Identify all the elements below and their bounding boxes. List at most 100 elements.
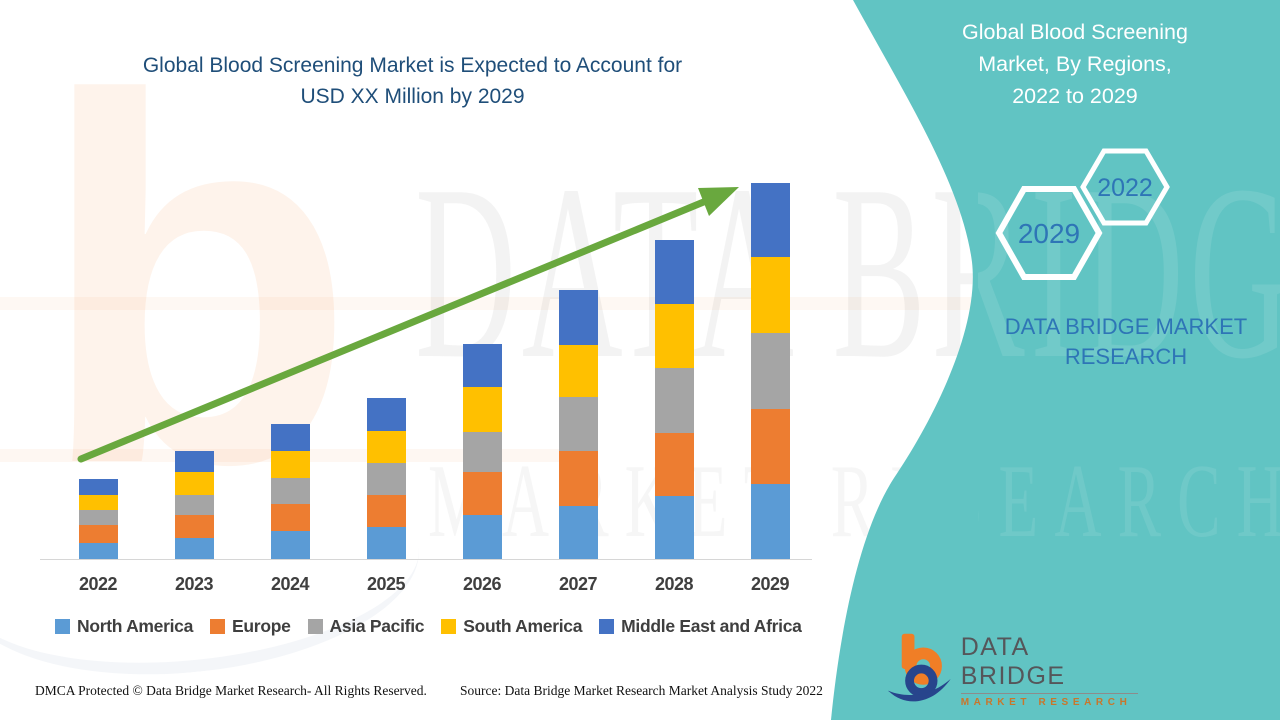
legend-item: Europe	[210, 616, 291, 637]
bar-segment-north-america	[750, 484, 790, 559]
company-logo: DATA BRIDGE MARKET RESEARCH	[888, 630, 1138, 710]
bar-segment-europe	[654, 433, 694, 496]
x-axis-label: 2027	[558, 574, 598, 594]
bar-segment-middle-east-and-africa	[654, 240, 694, 304]
legend-swatch	[441, 619, 457, 634]
bar-2026	[462, 344, 502, 559]
bar-segment-north-america	[366, 527, 406, 559]
bar-segment-north-america	[174, 538, 214, 559]
hexagon-2022-label: 2022	[1097, 174, 1153, 202]
legend-item: North America	[55, 616, 193, 637]
logo-divider	[960, 692, 1138, 694]
x-axis-label: 2022	[78, 574, 118, 594]
bar-segment-north-america	[558, 506, 598, 559]
x-axis-line	[40, 559, 812, 560]
bar-segment-middle-east-and-africa	[270, 424, 310, 451]
legend-item: Middle East and Africa	[599, 616, 802, 637]
bar-segment-asia-pacific	[750, 333, 790, 409]
bar-segment-asia-pacific	[174, 495, 214, 515]
bar-segment-asia-pacific	[558, 397, 598, 451]
chart-title-line2: USD XX Million by 2029	[300, 85, 525, 108]
chart-title: Global Blood Screening Market is Expecte…	[80, 50, 745, 112]
brand-text-line1: DATA BRIDGE MARKET	[1004, 314, 1248, 339]
bar-segment-middle-east-and-africa	[558, 290, 598, 345]
hexagon-2022	[1080, 148, 1170, 226]
bar-segment-europe	[78, 525, 118, 543]
bar-segment-middle-east-and-africa	[462, 344, 502, 387]
x-axis-label: 2023	[174, 574, 214, 594]
bar-segment-north-america	[78, 543, 118, 559]
bar-2024	[270, 424, 310, 559]
bar-segment-south-america	[78, 495, 118, 510]
panel-title: Global Blood Screening Market, By Region…	[940, 16, 1210, 112]
logo-text: DATA BRIDGE MARKET RESEARCH	[960, 632, 1138, 708]
bar-segment-europe	[558, 451, 598, 506]
bar-segment-asia-pacific	[462, 432, 502, 472]
bar-segment-south-america	[558, 345, 598, 397]
bar-2025	[366, 398, 406, 559]
bar-segment-north-america	[270, 531, 310, 559]
x-axis-labels: 2022 2023 2024 2025 2026 2027 2028 2029	[40, 574, 815, 598]
brand-text-line2: RESEARCH	[1064, 344, 1188, 369]
bar-2027	[558, 290, 598, 559]
bar-segment-middle-east-and-africa	[174, 451, 214, 472]
logo-subtitle: MARKET RESEARCH	[960, 696, 1132, 708]
bar-segment-middle-east-and-africa	[366, 398, 406, 431]
footer-dmca-text: DMCA Protected © Data Bridge Market Rese…	[35, 683, 427, 698]
bar-segment-europe	[462, 472, 502, 515]
panel-title-line3: 2022 to 2029	[1012, 84, 1138, 108]
legend-swatch	[210, 619, 226, 634]
hexagon-2029	[995, 186, 1103, 280]
legend-swatch	[307, 619, 323, 634]
panel-title-line1: Global Blood Screening	[962, 20, 1188, 44]
legend-label: South America	[463, 616, 583, 636]
bar-segment-asia-pacific	[78, 510, 118, 525]
bar-segment-north-america	[654, 496, 694, 559]
bar-segment-south-america	[270, 451, 310, 478]
bar-segment-europe	[270, 504, 310, 531]
bar-segment-north-america	[462, 515, 502, 559]
bar-segment-south-america	[174, 472, 214, 495]
legend-swatch	[599, 619, 615, 634]
x-axis-label: 2025	[366, 574, 406, 594]
legend-label: North America	[77, 616, 194, 636]
bar-segment-asia-pacific	[270, 478, 310, 504]
logo-b-icon	[888, 633, 951, 702]
bar-segment-middle-east-and-africa	[750, 183, 790, 257]
bar-segment-south-america	[654, 304, 694, 368]
brand-text: DATA BRIDGE MARKET RESEARCH	[990, 312, 1262, 372]
bar-2022	[78, 479, 118, 559]
x-axis-label: 2028	[654, 574, 694, 594]
watermark-marketresearch-text-teal: MARKET RESEARCH	[978, 442, 1280, 559]
bar-segment-asia-pacific	[654, 368, 694, 433]
footer-source-text: Source: Data Bridge Market Research Mark…	[460, 683, 823, 698]
bar-segment-europe	[750, 409, 790, 484]
bar-2029	[750, 183, 790, 559]
bar-2023	[174, 451, 214, 559]
legend-label: Asia Pacific	[329, 616, 425, 636]
bar-segment-south-america	[366, 431, 406, 463]
hexagon-badges: 2022 2029	[995, 148, 1170, 280]
legend-item: South America	[441, 616, 582, 637]
panel-title-line2: Market, By Regions,	[978, 52, 1172, 76]
bar-segment-south-america	[462, 387, 502, 432]
chart-legend: North America Europe Asia Pacific South Ame…	[55, 616, 825, 637]
bar-segment-south-america	[750, 257, 790, 333]
legend-label: Middle East and Africa	[621, 616, 802, 636]
legend-item: Asia Pacific	[307, 616, 425, 637]
legend-swatch	[55, 619, 70, 634]
x-axis-label: 2029	[750, 574, 790, 594]
bar-segment-asia-pacific	[366, 463, 406, 495]
hexagon-2029-label: 2029	[1018, 218, 1080, 249]
legend-label: Europe	[232, 616, 291, 636]
bar-segment-europe	[174, 515, 214, 538]
x-axis-label: 2026	[462, 574, 502, 594]
plot-area	[40, 170, 815, 560]
bar-segment-middle-east-and-africa	[78, 479, 118, 495]
chart-title-line1: Global Blood Screening Market is Expecte…	[142, 54, 683, 77]
bar-segment-europe	[366, 495, 406, 527]
bar-2028	[654, 240, 694, 559]
logo-name: DATA BRIDGE	[960, 632, 1066, 690]
